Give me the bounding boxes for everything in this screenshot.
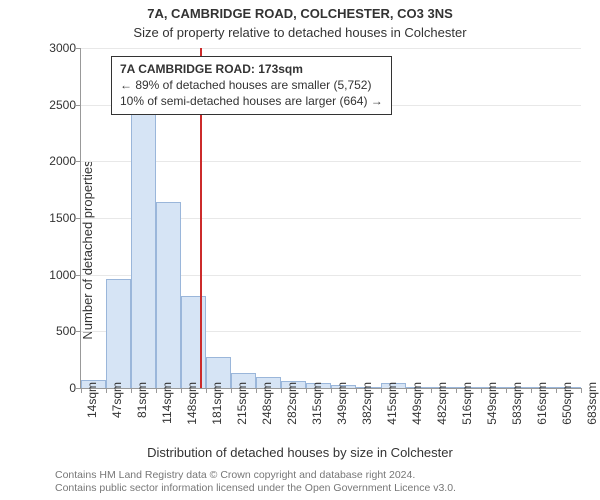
annotation-line-1: 7A CAMBRIDGE ROAD: 173sqm	[120, 61, 383, 77]
x-tick-label: 215sqm	[235, 382, 249, 425]
x-tick-label: 516sqm	[460, 382, 474, 425]
y-tick	[76, 161, 81, 162]
x-tick	[531, 388, 532, 393]
x-tick-label: 449sqm	[410, 382, 424, 425]
histogram-bar	[131, 113, 156, 388]
histogram-plot: 14sqm47sqm81sqm114sqm148sqm181sqm215sqm2…	[80, 48, 581, 389]
annotation-line-2: ← 89% of detached houses are smaller (5,…	[120, 77, 383, 93]
y-tick-label: 500	[0, 324, 76, 338]
x-tick	[181, 388, 182, 393]
x-tick	[556, 388, 557, 393]
y-tick-label: 1000	[0, 268, 76, 282]
x-tick	[356, 388, 357, 393]
x-tick-label: 47sqm	[110, 382, 124, 418]
x-tick-label: 650sqm	[560, 382, 574, 425]
annotation-line-3: 10% of semi-detached houses are larger (…	[120, 93, 383, 109]
x-tick-label: 148sqm	[185, 382, 199, 425]
x-axis-label: Distribution of detached houses by size …	[0, 445, 600, 460]
chart-supertitle: 7A, CAMBRIDGE ROAD, COLCHESTER, CO3 3NS	[0, 6, 600, 21]
x-tick-label: 181sqm	[210, 382, 224, 425]
footnote-line-1: Contains HM Land Registry data © Crown c…	[55, 469, 590, 482]
x-tick	[81, 388, 82, 393]
x-tick-label: 549sqm	[485, 382, 499, 425]
x-tick-label: 616sqm	[535, 382, 549, 425]
gridline	[81, 161, 581, 162]
x-tick	[206, 388, 207, 393]
x-tick	[406, 388, 407, 393]
x-tick	[131, 388, 132, 393]
x-tick-label: 282sqm	[285, 382, 299, 425]
x-tick-label: 415sqm	[385, 382, 399, 425]
chart-title: Size of property relative to detached ho…	[0, 25, 600, 40]
x-tick	[281, 388, 282, 393]
y-tick	[76, 105, 81, 106]
x-tick-label: 248sqm	[260, 382, 274, 425]
x-tick	[431, 388, 432, 393]
x-tick	[381, 388, 382, 393]
x-tick	[106, 388, 107, 393]
x-tick-label: 382sqm	[360, 382, 374, 425]
x-tick	[506, 388, 507, 393]
x-tick-label: 114sqm	[160, 382, 174, 424]
gridline	[81, 48, 581, 49]
y-tick-label: 2000	[0, 154, 76, 168]
annotation-box: 7A CAMBRIDGE ROAD: 173sqm ← 89% of detac…	[111, 56, 392, 115]
x-tick-label: 349sqm	[335, 382, 349, 425]
x-tick-label: 315sqm	[310, 382, 324, 425]
y-tick	[76, 48, 81, 49]
x-tick-label: 14sqm	[85, 382, 99, 418]
x-tick-label: 583sqm	[510, 382, 524, 425]
y-tick-label: 2500	[0, 98, 76, 112]
x-tick-label: 482sqm	[435, 382, 449, 425]
x-tick	[331, 388, 332, 393]
histogram-bar	[181, 296, 206, 388]
x-tick	[231, 388, 232, 393]
x-tick	[256, 388, 257, 393]
y-tick	[76, 331, 81, 332]
y-tick	[76, 275, 81, 276]
y-tick	[76, 218, 81, 219]
y-tick-label: 0	[0, 381, 76, 395]
histogram-bar	[156, 202, 181, 388]
histogram-bar	[106, 279, 131, 388]
footnote: Contains HM Land Registry data © Crown c…	[55, 469, 590, 495]
x-tick	[156, 388, 157, 393]
footnote-line-2: Contains public sector information licen…	[55, 482, 590, 495]
x-tick-label: 81sqm	[135, 382, 149, 418]
x-tick	[456, 388, 457, 393]
x-tick-label: 683sqm	[585, 382, 599, 425]
y-tick-label: 1500	[0, 211, 76, 225]
x-tick	[306, 388, 307, 393]
y-tick-label: 3000	[0, 41, 76, 55]
x-tick	[581, 388, 582, 393]
x-tick	[481, 388, 482, 393]
